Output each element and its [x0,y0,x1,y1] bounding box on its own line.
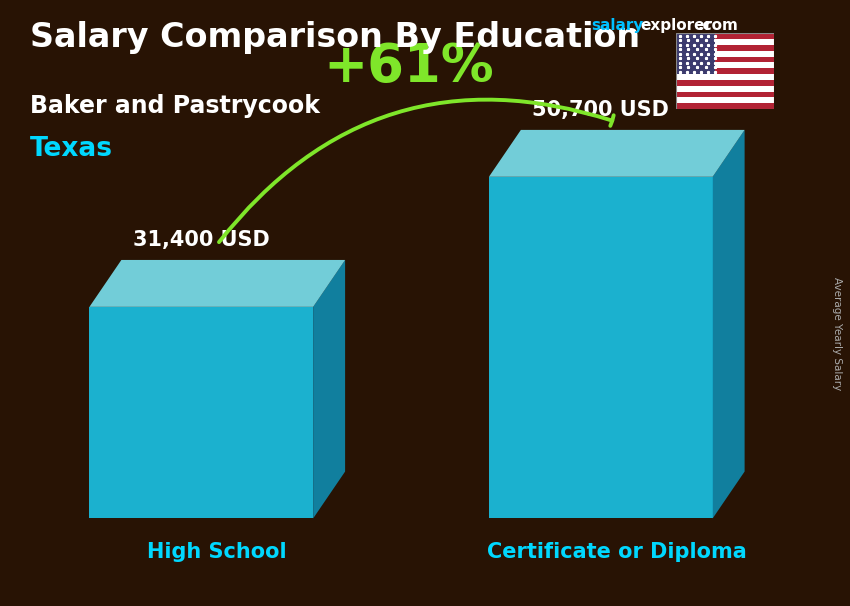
Bar [676,68,774,74]
Text: High School: High School [147,542,287,562]
Text: +61%: +61% [324,41,495,93]
Polygon shape [712,130,745,519]
Bar [676,51,774,56]
Text: salary: salary [591,18,643,33]
Bar [676,39,774,45]
Bar [676,33,774,39]
Text: Average Yearly Salary: Average Yearly Salary [832,277,842,390]
Text: 31,400 USD: 31,400 USD [133,230,269,250]
Bar [676,98,774,103]
Text: Baker and Pastrycook: Baker and Pastrycook [30,94,320,118]
Polygon shape [313,260,345,519]
Bar [676,56,774,62]
Bar [676,74,774,80]
Bar [676,92,774,98]
Bar [676,86,774,92]
Bar [676,80,774,86]
Polygon shape [89,260,345,307]
Bar [676,103,774,109]
Text: Texas: Texas [30,136,113,162]
Text: .com: .com [698,18,739,33]
Text: 50,700 USD: 50,700 USD [532,100,669,120]
Polygon shape [489,130,745,177]
Bar [89,307,313,519]
Text: Certificate or Diploma: Certificate or Diploma [487,542,746,562]
Bar [489,177,712,519]
Text: Salary Comparison By Education: Salary Comparison By Education [30,21,640,54]
Text: explorer: explorer [640,18,712,33]
Bar [676,62,774,68]
Bar [676,45,774,51]
